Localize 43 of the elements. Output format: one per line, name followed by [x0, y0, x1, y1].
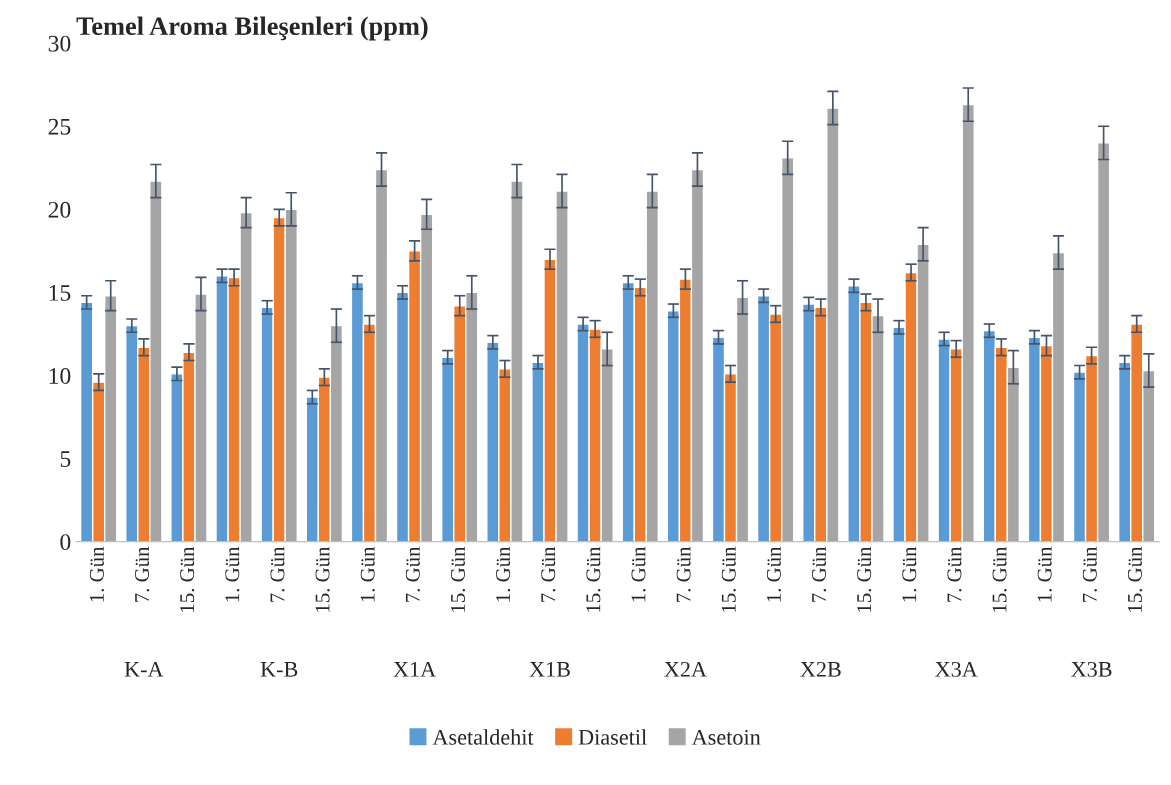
x-tick-label: 15. Gün: [857, 546, 872, 612]
x-tick-label: 1. Gün: [902, 546, 917, 602]
x-tick-label: 15. Gün: [315, 546, 330, 612]
text: K-B: [260, 662, 298, 677]
x-tick-label: 15. Gün: [1127, 546, 1143, 612]
x-tick-label: 1. Gün: [496, 546, 511, 602]
legend-label: Diasetil: [578, 729, 647, 745]
chart-title: Temel Aroma Bileşenleri (ppm): [76, 16, 428, 41]
text: X2B: [800, 661, 841, 677]
y-tick-label: 20: [48, 201, 71, 218]
x-tick-label: 1. Gün: [89, 546, 104, 602]
legend-label: Asetaldehit: [432, 729, 534, 745]
y-tick-label: 30: [48, 35, 71, 52]
x-tick-label: 15. Gün: [450, 546, 466, 612]
x-tick-label: 1. Gün: [766, 546, 781, 602]
y-tick-label: 25: [48, 118, 71, 135]
legend-label: Asetoin: [691, 729, 761, 745]
text: X3B: [1071, 661, 1112, 677]
x-tick-label: 1. Gün: [631, 546, 646, 602]
x-tick-label: 7. Gün: [947, 546, 962, 602]
x-tick-label: 1. Gün: [225, 546, 240, 602]
x-tick-label: 7. Gün: [405, 546, 420, 602]
x-tick-label: 15. Gün: [721, 546, 736, 612]
x-tick-label: 1. Gün: [360, 546, 375, 602]
y-tick-label: 15: [49, 285, 71, 301]
x-tick-label: 7. Gün: [812, 546, 827, 602]
x-tick-label: 1. Gün: [1037, 546, 1052, 602]
y-tick-label: 0: [60, 534, 71, 551]
text: X1A: [393, 661, 437, 677]
x-tick-label: 15. Gün: [586, 546, 601, 612]
y-tick-label: 10: [49, 367, 71, 384]
x-tick-label: 15. Gün: [992, 546, 1007, 612]
x-tick-label: 7. Gün: [135, 546, 150, 602]
y-tick-label: 5: [60, 451, 71, 467]
x-tick-label: 7. Gün: [676, 546, 691, 602]
x-tick-label: 7. Gün: [1082, 546, 1097, 602]
x-tick-label: 15. Gün: [180, 546, 195, 612]
text: X2A: [664, 661, 707, 677]
text: X3A: [935, 661, 978, 677]
text: X1B: [529, 661, 570, 677]
x-tick-label: 7. Gün: [270, 546, 285, 602]
text: K-A: [124, 661, 164, 677]
x-tick-label: 7. Gün: [541, 546, 556, 602]
